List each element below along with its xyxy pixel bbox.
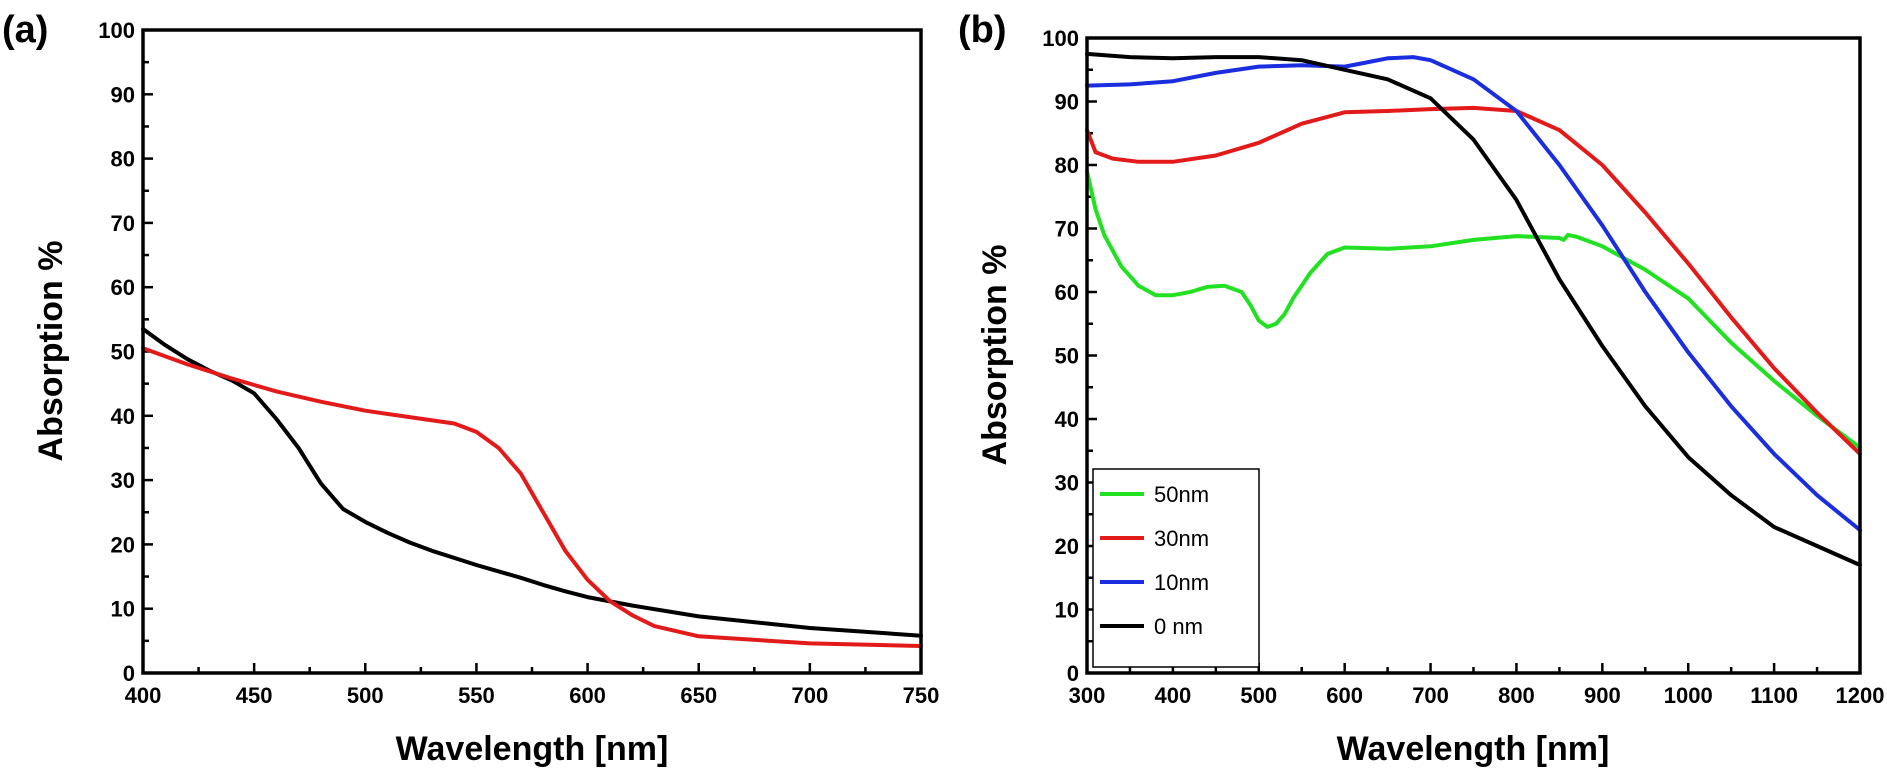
legend-label-50nm: 50nm [1154, 482, 1209, 507]
panel-a-x-tick-label-650: 650 [680, 683, 717, 708]
panel-b-y-tick-label-10: 10 [1055, 598, 1079, 623]
panel-a-series-line-black [141, 327, 923, 638]
panel-a-label: (a) [2, 9, 48, 51]
panel-a-series [141, 327, 923, 648]
panel-b-y-tick-label-30: 30 [1055, 471, 1079, 496]
panel-b-x-tick-label-600: 600 [1326, 683, 1363, 708]
panel-b-y-tick-label-70: 70 [1055, 217, 1079, 242]
legend-label-10nm: 10nm [1154, 570, 1209, 595]
panel-b-label: (b) [958, 9, 1007, 51]
panel-b-series-line-30nm [1085, 105, 1862, 456]
panel-b-legend-entries: 50nm 30nm 10nm 0 nm [1100, 482, 1209, 639]
legend-label-30nm: 30nm [1154, 526, 1209, 551]
panel-b-series-line-50nm [1085, 169, 1862, 450]
panel-b-y-tick-label-80: 80 [1055, 153, 1079, 178]
panel-b-chart: (b) 0 10 20 30 40 50 60 70 80 90 100 300 400 500 600 7… [958, 9, 1884, 768]
legend-label-0-nm: 0 nm [1154, 614, 1203, 639]
panel-a-y-tick-label-20: 20 [111, 532, 135, 557]
panel-b-y-tick-label-50: 50 [1055, 344, 1079, 369]
panel-a-y-tick-label-80: 80 [111, 147, 135, 172]
panel-b-x-tick-label-800: 800 [1498, 683, 1535, 708]
panel-a-x-axis-title: Wavelength [nm] [396, 730, 669, 768]
panel-b-series-line-0-nm [1085, 51, 1862, 567]
panel-b-x-axis-title: Wavelength [nm] [1337, 730, 1610, 768]
panel-b-x-tick-label-900: 900 [1584, 683, 1621, 708]
panel-b-series-line-10nm [1085, 55, 1862, 533]
panel-b-x-tick-label-700: 700 [1412, 683, 1449, 708]
panel-b-legend-box [1092, 468, 1260, 668]
panel-a-y-tick-label-70: 70 [111, 211, 135, 236]
panel-b-y-tick-label-20: 20 [1055, 534, 1079, 559]
panel-a-x-tick-label-600: 600 [569, 683, 606, 708]
panel-a-y-tick-label-30: 30 [111, 468, 135, 493]
panel-a-y-ticks: 0 10 20 30 40 50 60 70 80 90 100 [98, 18, 153, 686]
panel-b-y-tick-label-0: 0 [1067, 661, 1079, 686]
panel-b-x-ticks: 300 400 500 600 700 800 900 1000 1100 1200 [1069, 663, 1885, 708]
panel-b-y-tick-label-90: 90 [1055, 90, 1079, 115]
panel-a-y-tick-label-100: 100 [98, 18, 135, 43]
panel-a-x-tick-label-750: 750 [903, 683, 940, 708]
panel-b-plot-frame [1085, 36, 1862, 675]
panel-a-y-tick-label-90: 90 [111, 82, 135, 107]
panel-b-y-tick-label-100: 100 [1042, 26, 1079, 51]
panel-a-y-axis-title: Absorption % [32, 241, 70, 462]
panel-a-y-tick-label-50: 50 [111, 340, 135, 365]
panel-a-x-tick-label-550: 550 [458, 683, 495, 708]
panel-a-y-tick-label-0: 0 [123, 661, 135, 686]
panel-a-y-tick-label-40: 40 [111, 404, 135, 429]
panel-a-series-line-red [141, 346, 923, 648]
panel-a-x-tick-label-450: 450 [236, 683, 273, 708]
panel-a-x-ticks: 400 450 500 550 600 650 700 750 [125, 663, 940, 708]
panel-a-y-tick-label-60: 60 [111, 275, 135, 300]
panel-a-y-tick-label-10: 10 [111, 597, 135, 622]
panel-b-y-tick-label-40: 40 [1055, 407, 1079, 432]
panel-b-legend: 50nm 30nm 10nm 0 nm [1092, 468, 1260, 668]
panel-a-x-tick-label-700: 700 [791, 683, 828, 708]
panel-b-y-axis-title: Absorption % [976, 245, 1014, 466]
panel-b-y-ticks: 0 10 20 30 40 50 60 70 80 90 100 [1042, 26, 1097, 686]
panel-b-x-tick-label-1000: 1000 [1664, 683, 1713, 708]
panel-a-x-tick-label-500: 500 [347, 683, 384, 708]
panel-b-x-tick-label-1200: 1200 [1836, 683, 1885, 708]
panel-b-x-tick-label-500: 500 [1240, 683, 1277, 708]
panel-a-chart: (a) 0 10 20 30 40 50 60 70 80 90 100 400 450 500 550 6… [2, 9, 939, 768]
panel-b-series [1085, 51, 1862, 567]
panel-b-x-tick-label-1100: 1100 [1750, 683, 1798, 708]
panel-a-x-tick-label-400: 400 [125, 683, 162, 708]
panel-b-x-tick-label-300: 300 [1069, 683, 1106, 708]
panel-b-y-tick-label-60: 60 [1055, 280, 1079, 305]
panel-a-plot-frame [141, 28, 923, 675]
panel-b-x-tick-label-400: 400 [1155, 683, 1192, 708]
